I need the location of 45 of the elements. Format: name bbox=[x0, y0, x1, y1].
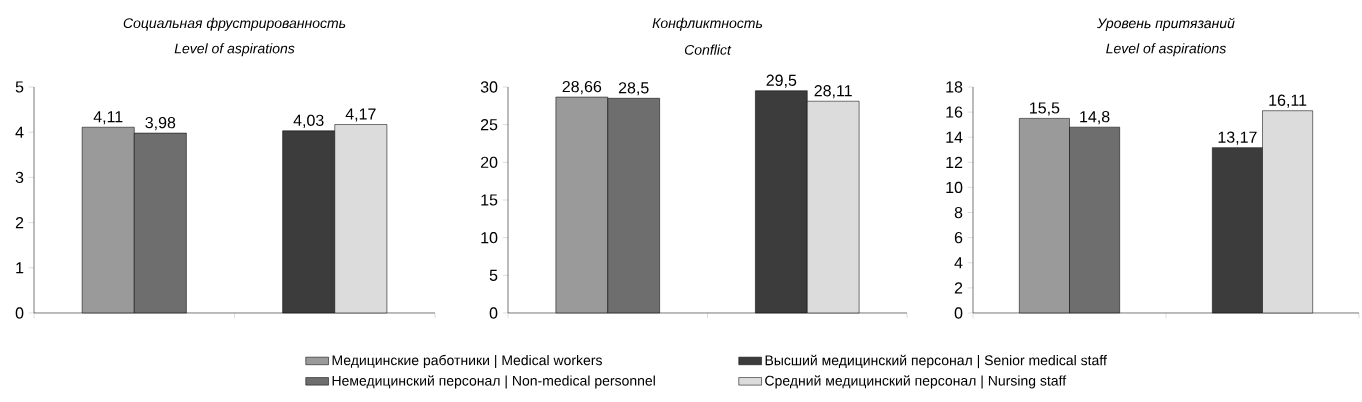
y-tick-label: 2 bbox=[15, 217, 24, 229]
legend-label: Высший медицинский персонал | Senior medical staff bbox=[765, 354, 1107, 369]
y-tick-label: 0 bbox=[15, 307, 24, 319]
data-label: 4,03 bbox=[293, 114, 324, 128]
legend-label: Средний медицинский персонал | Nursing staff bbox=[765, 375, 1067, 389]
y-tick-label: 18 bbox=[946, 81, 963, 93]
data-label: 4,17 bbox=[345, 108, 376, 122]
y-tick-label: 0 bbox=[489, 307, 498, 319]
data-label: 28,11 bbox=[814, 85, 852, 99]
y-tick-label: 20 bbox=[480, 156, 498, 168]
y-tick-label: 1 bbox=[16, 262, 24, 274]
chart-title: Уровень притязаний bbox=[1097, 17, 1235, 31]
y-tick-label: 0 bbox=[954, 307, 963, 319]
y-tick-label: 10 bbox=[946, 181, 963, 194]
chart-subtitle: Level of aspirations bbox=[1106, 43, 1226, 57]
y-tick-label: 5 bbox=[489, 269, 498, 281]
chart-title: Конфликтность bbox=[652, 17, 763, 31]
y-tick-label: 14 bbox=[946, 131, 963, 143]
data-label: 13,17 bbox=[1218, 131, 1257, 145]
y-tick-label: 16 bbox=[946, 106, 963, 118]
data-label: 28,5 bbox=[618, 82, 649, 96]
y-tick-label: 25 bbox=[480, 119, 498, 131]
y-tick-label: 8 bbox=[954, 206, 963, 219]
y-tick-label: 6 bbox=[954, 231, 963, 244]
data-label: 29,5 bbox=[766, 74, 797, 88]
legend-label: Немедицинский персонал | Non-medical personnel bbox=[332, 375, 655, 389]
y-tick-label: 3 bbox=[15, 171, 24, 184]
y-tick-label: 5 bbox=[15, 81, 24, 93]
y-tick-label: 30 bbox=[480, 81, 498, 93]
y-tick-label: 15 bbox=[481, 194, 498, 206]
data-label: 3,98 bbox=[145, 116, 176, 131]
legend-label: Медицинские работники | Medical workers bbox=[332, 354, 602, 369]
chart-title: Социальная фрустрированность bbox=[123, 17, 346, 31]
y-tick-label: 4 bbox=[954, 257, 963, 269]
data-label: 15,5 bbox=[1030, 102, 1060, 116]
data-label: 14,8 bbox=[1080, 111, 1110, 125]
data-label: 16,11 bbox=[1269, 94, 1307, 108]
chart-subtitle: Level of aspirations bbox=[174, 43, 295, 57]
y-tick-label: 2 bbox=[954, 282, 963, 294]
y-tick-label: 10 bbox=[481, 232, 498, 244]
chart-subtitle: Conflict bbox=[684, 44, 732, 55]
y-tick-label: 12 bbox=[946, 156, 963, 168]
data-label: 4,11 bbox=[93, 111, 123, 125]
y-tick-label: 4 bbox=[15, 126, 24, 138]
data-label: 28,66 bbox=[562, 80, 602, 95]
